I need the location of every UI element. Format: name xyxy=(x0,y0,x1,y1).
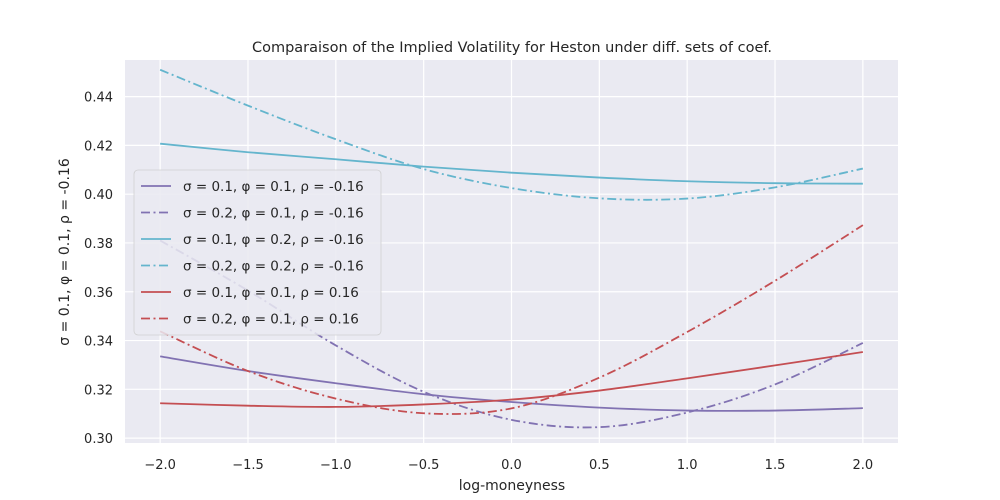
x-tick-label: 1.0 xyxy=(677,458,698,473)
x-tick-label: 0.0 xyxy=(501,458,522,473)
y-tick-label: 0.30 xyxy=(84,432,113,447)
legend-label-2: σ = 0.2, φ = 0.1, ρ = -0.16 xyxy=(183,206,364,222)
x-tick-label: 0.5 xyxy=(589,458,610,473)
y-axis-label: σ = 0.1, φ = 0.1, ρ = -0.16 xyxy=(57,158,73,346)
legend-label-5: σ = 0.1, φ = 0.1, ρ = 0.16 xyxy=(183,285,359,301)
series-layer xyxy=(159,68,864,429)
series-line-2 xyxy=(159,239,864,429)
x-tick-labels: −2.0 −1.5 −1.0 −0.5 0.0 0.5 1.0 1.5 2.0 xyxy=(144,458,873,473)
x-tick-label: −2.0 xyxy=(144,458,176,473)
y-tick-label: 0.44 xyxy=(84,91,113,106)
legend-label-6: σ = 0.2, φ = 0.1, ρ = 0.16 xyxy=(183,312,359,328)
series-line-6 xyxy=(159,224,864,415)
x-axis-label: log-moneyness xyxy=(459,478,565,494)
y-tick-labels: 0.30 0.32 0.34 0.36 0.38 0.40 0.42 0.44 xyxy=(84,91,113,448)
x-tick-label: 2.0 xyxy=(853,458,874,473)
legend-label-3: σ = 0.1, φ = 0.2, ρ = -0.16 xyxy=(183,232,364,248)
legend-box xyxy=(133,169,382,336)
chart-title: Comparaison of the Implied Volatility fo… xyxy=(252,40,772,56)
legend: σ = 0.1, φ = 0.1, ρ = -0.16 σ = 0.2, φ = … xyxy=(133,169,382,336)
series-line-1 xyxy=(159,355,863,412)
legend-label-4: σ = 0.2, φ = 0.2, ρ = -0.16 xyxy=(183,259,364,275)
y-tick-label: 0.34 xyxy=(84,335,113,350)
y-tick-label: 0.38 xyxy=(84,237,113,252)
series-line-5 xyxy=(160,351,863,408)
x-tick-label: 1.5 xyxy=(765,458,786,473)
legend-label-1: σ = 0.1, φ = 0.1, ρ = -0.16 xyxy=(183,179,364,195)
y-tick-label: 0.40 xyxy=(84,188,113,203)
x-tick-label: −1.0 xyxy=(320,458,352,473)
x-tick-label: −0.5 xyxy=(408,458,440,473)
y-tick-label: 0.42 xyxy=(84,139,113,154)
grid xyxy=(125,60,898,443)
y-tick-label: 0.36 xyxy=(84,286,113,301)
y-tick-label: 0.32 xyxy=(84,383,113,398)
x-tick-label: −1.5 xyxy=(232,458,264,473)
series-line-3 xyxy=(160,142,863,185)
